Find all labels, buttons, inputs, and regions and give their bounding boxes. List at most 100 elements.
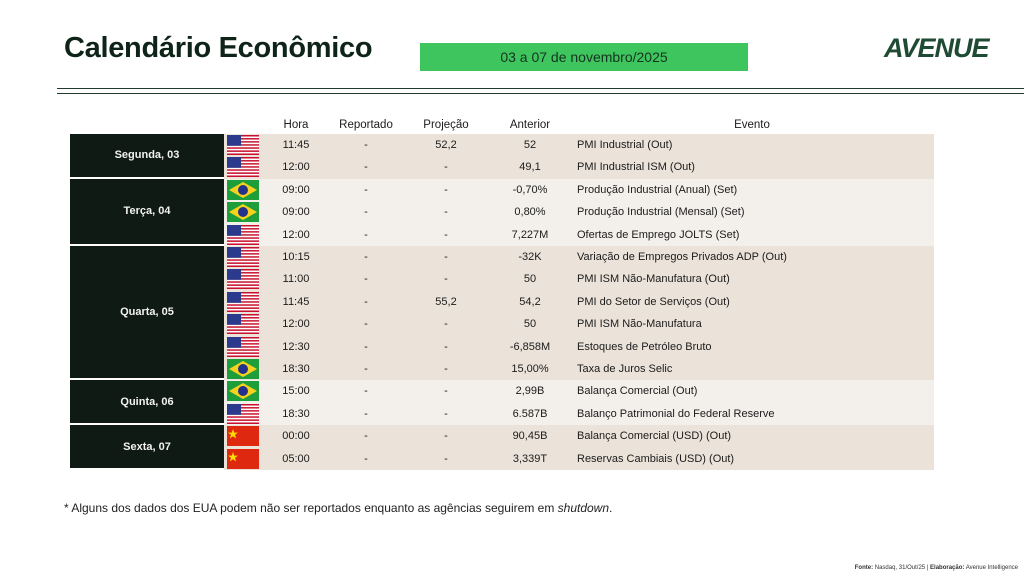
flag [227, 224, 259, 245]
event-row: 05:00 - - 3,339T Reservas Cambiais (USD) (Ou… [224, 447, 934, 470]
event-cell: - [444, 251, 448, 263]
event-cell: - [444, 407, 448, 420]
event-cell: - [444, 340, 448, 353]
event-cell: 49,1 [519, 161, 541, 174]
event-cell: 6.587B [512, 407, 548, 420]
event-cell: - [444, 363, 448, 375]
flag [227, 179, 259, 200]
event-cell: -32K [518, 251, 542, 263]
event-cell: 10:15 [282, 251, 310, 263]
rule [57, 88, 1024, 89]
day-label: Quinta, 06 [70, 380, 224, 426]
event-cell: 3,339T [512, 452, 548, 465]
event-row: 18:30 - - 15,00% Taxa de Juros Selic [224, 358, 934, 381]
flag [227, 314, 259, 335]
event-cell: - [364, 228, 368, 241]
flag [227, 381, 259, 402]
event-name: PMI Industrial ISM (Out) [577, 161, 695, 174]
event-cell: 54,2 [519, 295, 541, 308]
event-cell: 09:00 [282, 206, 310, 219]
source-text: Nasdaq, 31/Out/25 | [874, 565, 929, 571]
event-cell: 18:30 [282, 407, 310, 420]
event-row: 11:00 - - 50 PMI ISM Não-Manufatura (Out) [224, 268, 934, 291]
column-header: Evento [734, 119, 770, 131]
event-row: 18:30 - - 6.587B Balanço Patrimonial do Fede… [224, 402, 934, 426]
flag [227, 426, 259, 447]
event-cell: - [364, 340, 368, 353]
event-cell: - [444, 452, 448, 465]
rule [57, 93, 1024, 94]
event-cell: 15:00 [282, 385, 310, 398]
author: Avenue Intelligence [965, 565, 1018, 571]
source-label: Fonte: [854, 565, 874, 571]
event-name: Estoques de Petróleo Bruto [577, 340, 712, 353]
flag [227, 202, 259, 223]
event-name: Ofertas de Emprego JOLTS (Set) [577, 228, 740, 241]
event-cell: - [444, 183, 448, 196]
flag [227, 135, 259, 155]
event-cell: - [364, 452, 368, 465]
event-cell: - [364, 251, 368, 263]
event-cell: - [364, 363, 368, 375]
flag [227, 448, 259, 469]
source: Fonte: Nasdaq, 31/Out/25 | Elaboração: A… [855, 565, 1018, 571]
event-cell: - [364, 273, 368, 286]
event-row: 12:00 - - 49,1 PMI Industrial ISM (Out) [224, 156, 934, 179]
flag [227, 157, 259, 178]
event-name: Balança Comercial (Out) [577, 385, 698, 398]
event-cell: 52 [523, 139, 537, 151]
event-cell: - [364, 183, 368, 196]
event-name: Produção Industrial (Anual) (Set) [577, 183, 738, 196]
event-cell: - [364, 139, 368, 151]
event-cell: 52,2 [435, 139, 457, 151]
event-name: PMI do Setor de Serviços (Out) [577, 295, 730, 308]
event-row: 00:00 - - 90,45B Balança Comercial (USD) (Ou… [224, 425, 934, 448]
event-cell: - [364, 407, 368, 420]
event-cell: 11:45 [282, 139, 310, 151]
event-cell: 11:00 [282, 273, 310, 286]
event-cell: 12:00 [282, 228, 310, 241]
flag [227, 247, 259, 267]
event-row: 10:15 - - -32K Variação de Empregos Privados… [224, 246, 934, 269]
column-header: Projeção [423, 119, 469, 131]
day-label: Terça, 04 [70, 178, 224, 246]
event-cell: 11:45 [282, 295, 310, 308]
event-cell: - [444, 206, 448, 219]
calendar-table: Hora Reportado Projeção Anterior Evento Segun… [70, 116, 934, 472]
event-row: 09:00 - - -0,70% Produção Industrial (Anual)… [224, 178, 934, 202]
event-cell: 2,99B [515, 385, 545, 398]
event-name: Taxa de Juros Selic [577, 363, 673, 375]
flag [227, 336, 259, 357]
event-name: Produção Industrial (Mensal) (Set) [577, 206, 745, 219]
column-header: Reportado [339, 119, 393, 131]
event-cell: 50 [523, 273, 537, 286]
footnote-emphasis: shutdown [557, 501, 610, 515]
event-cell: - [364, 295, 368, 308]
author-label: Elaboração: [930, 565, 965, 571]
event-row: 12:30 - - -6,858M Estoques de Petróleo Bruto [224, 335, 934, 358]
event-cell: - [444, 161, 448, 174]
flag [227, 291, 259, 312]
footnote-text: * Alguns dos dados dos EUA podem não ser… [64, 501, 555, 515]
event-cell: 00:00 [282, 430, 310, 443]
column-header: Hora [283, 119, 309, 131]
event-row: 12:00 - - 50 PMI ISM Não-Manufatura [224, 313, 934, 336]
event-name: Variação de Empregos Privados ADP (Out) [577, 251, 787, 263]
event-name: Balanço Patrimonial do Federal Reserve [577, 407, 775, 420]
day-label: Quarta, 05 [70, 246, 224, 381]
event-cell: - [364, 318, 368, 331]
event-cell: 12:00 [282, 318, 310, 331]
event-row: 11:45 - 55,2 54,2 PMI do Setor de Serviços (… [224, 290, 934, 314]
event-cell: 0,80% [514, 206, 546, 219]
footnote-end: . [609, 501, 613, 515]
event-row: 11:45 - 52,2 52 PMI Industrial (Out) [224, 134, 934, 157]
event-cell: - [364, 430, 368, 443]
logo: AVENUE [884, 33, 990, 63]
event-cell: - [444, 318, 448, 331]
event-cell: - [444, 430, 448, 443]
event-cell: 7,227M [511, 228, 549, 241]
event-cell: 55,2 [435, 295, 457, 308]
event-row: 12:00 - - 7,227M Ofertas de Emprego JOLTS (S… [224, 223, 934, 246]
event-name: Reservas Cambiais (USD) (Out) [577, 452, 735, 465]
